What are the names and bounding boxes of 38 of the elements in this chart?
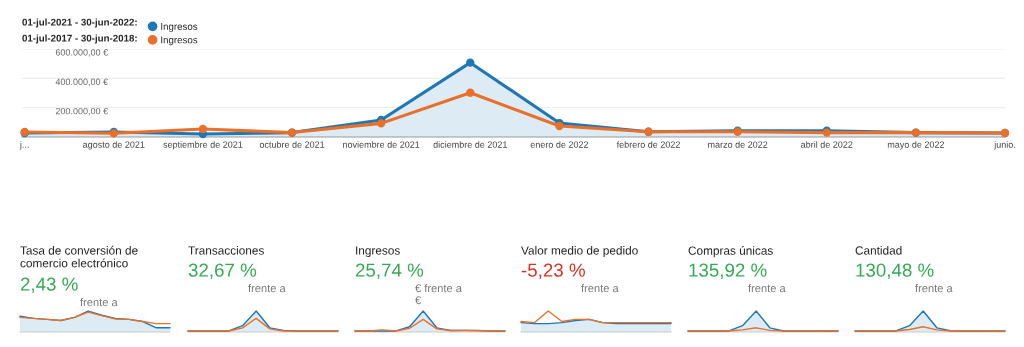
chart-title: Tasa de conversión de comercio electrónico [20,245,138,268]
chart-subtitle: 130,48 % [856,263,934,279]
chart-title: Valor medio de pedido [521,246,638,258]
y-tick-label: 600.000,00 € [55,49,108,57]
chart-subtitle: 25,74 % [355,263,424,279]
text: frente a [748,284,786,293]
chart-title: Compras únicas [688,246,773,258]
chart-title: Transacciones [188,246,264,255]
x-tick-label: marzo de 2022 [708,141,768,148]
chart-subtitle: 2,43 % [20,277,78,293]
legend-label: Ingresos [161,36,198,46]
chart-subtitle: -5,23 % [521,263,585,279]
x-tick-label: enero de 2022 [530,141,589,148]
x-tick-label: noviembre de 2021 [343,141,420,148]
x-tick-label: diciembre de 2021 [433,141,507,148]
x-tick-label: j... [19,141,29,150]
text: 01-jul-2017 - 30-jun-2018: [22,34,137,44]
text: frente a [80,298,118,307]
chart-title: Ingresos [356,246,400,258]
x-tick-label: agosto de 2021 [83,141,145,150]
chart-title: Cantidad [855,246,902,255]
x-tick-label: mayo de 2022 [887,141,945,150]
y-tick-label: 400.000,00 € [55,78,108,87]
text: 01-jul-2021 - 30-jun-2022: [22,18,137,28]
legend-label: Ingresos [161,23,198,32]
x-tick-label: febrero de 2022 [616,141,680,148]
text: € frente a [415,284,462,293]
text: frente a [248,284,286,293]
x-tick-label: septiembre de 2021 [163,141,243,150]
y-tick-label: 200.000,00 € [55,107,108,116]
chart-subtitle: 32,67 % [188,263,257,279]
chart-subtitle: 135,92 % [689,263,767,279]
x-tick-label: octubre de 2021 [259,141,325,148]
x-tick-label: junio. [993,141,1015,150]
text: frente a [581,284,619,293]
x-tick-label: abril de 2022 [801,141,853,148]
text: € [415,296,422,305]
text: frente a [915,284,953,293]
